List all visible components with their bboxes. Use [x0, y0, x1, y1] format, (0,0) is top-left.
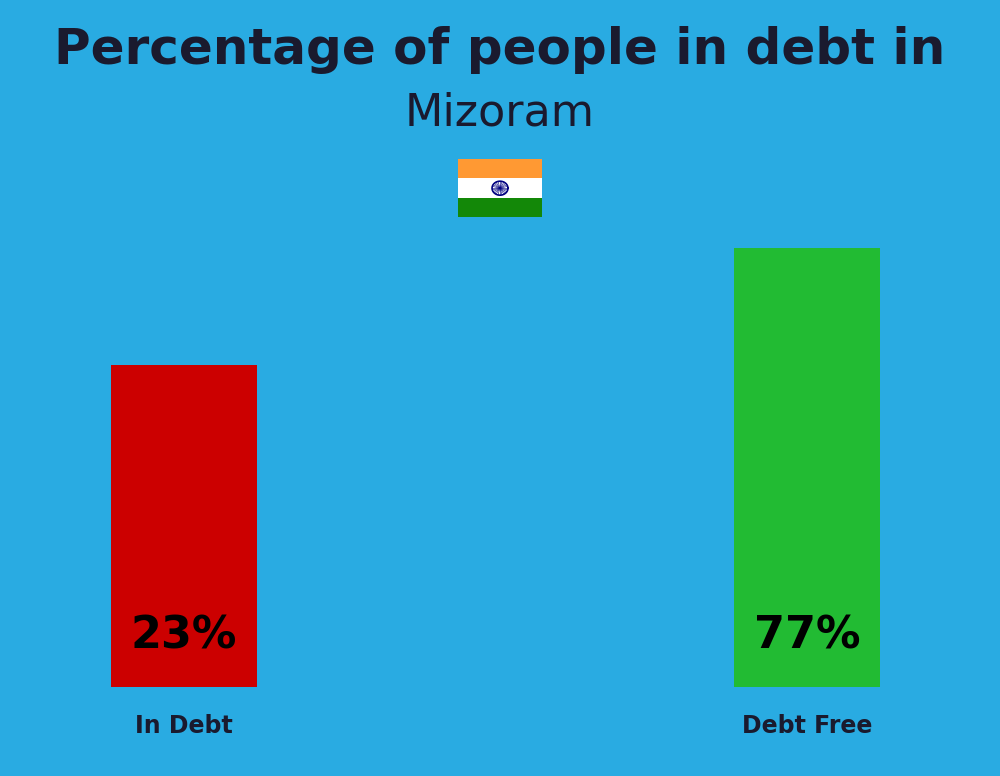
Text: Debt Free: Debt Free [742, 714, 872, 737]
FancyBboxPatch shape [111, 365, 257, 687]
Text: 77%: 77% [754, 615, 860, 658]
FancyBboxPatch shape [458, 159, 542, 178]
Text: Percentage of people in debt in: Percentage of people in debt in [54, 26, 946, 74]
Text: In Debt: In Debt [135, 714, 233, 737]
Text: Mizoram: Mizoram [405, 91, 595, 134]
FancyBboxPatch shape [458, 198, 542, 217]
FancyBboxPatch shape [734, 248, 880, 687]
FancyBboxPatch shape [458, 178, 542, 198]
Text: 23%: 23% [131, 615, 237, 658]
